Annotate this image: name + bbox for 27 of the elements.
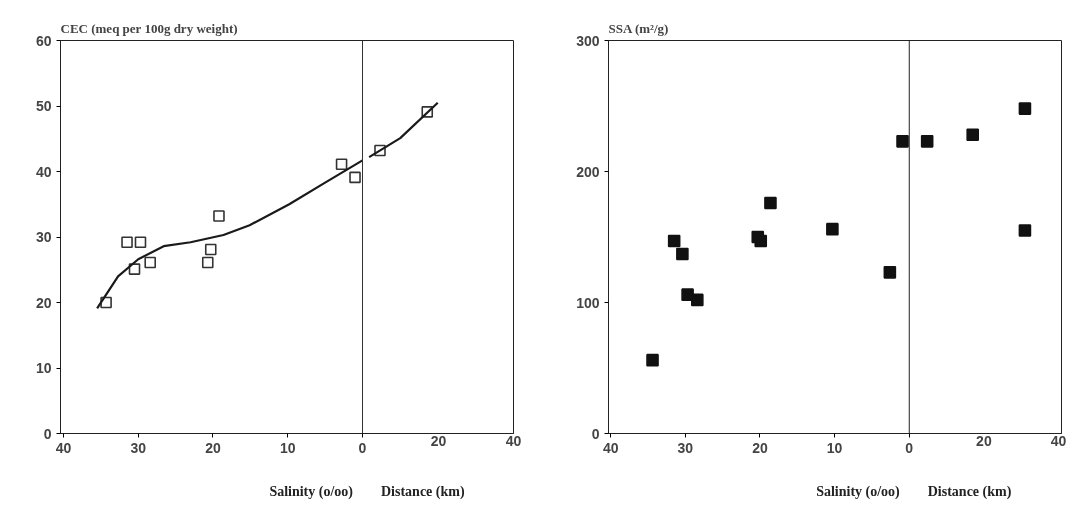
y-tick-label: 100 xyxy=(576,294,600,311)
y-tick-label: 0 xyxy=(43,425,52,442)
x-tick-label: 0 xyxy=(905,439,914,456)
x-axis-title: Salinity (o/oo) xyxy=(816,483,900,501)
y-tick-label: 0 xyxy=(591,425,600,442)
x-tick-label: 0 xyxy=(358,439,367,456)
x-tick-label: 40 xyxy=(55,439,72,456)
y-tick-label: 30 xyxy=(35,229,52,245)
x-tick-label: 20 xyxy=(205,439,221,456)
x-tick-label: 10 xyxy=(826,439,843,456)
x2-axis-title: Distance (km) xyxy=(381,483,465,501)
x-tick-label: 20 xyxy=(752,439,768,456)
y-axis-title: CEC (meq per 100g dry weight) xyxy=(60,20,238,36)
x-axis-title: Salinity (o/oo) xyxy=(269,483,353,501)
y-tick-label: 200 xyxy=(576,163,600,180)
y-tick-label: 10 xyxy=(35,360,52,376)
y-tick-label: 20 xyxy=(35,294,52,311)
y-tick-label: 300 xyxy=(576,32,600,49)
x2-axis-title: Distance (km) xyxy=(927,483,1012,501)
x-tick-label: 10 xyxy=(279,439,296,456)
y-tick-label: 60 xyxy=(35,32,52,49)
y-tick-label: 50 xyxy=(35,98,52,114)
y-axis-title: SSA (m²/g) xyxy=(608,20,669,36)
x-tick-label: 40 xyxy=(602,439,619,456)
y-tick-label: 40 xyxy=(35,163,52,180)
x-tick-label: 30 xyxy=(677,439,694,456)
x-tick-label: 30 xyxy=(130,439,147,456)
